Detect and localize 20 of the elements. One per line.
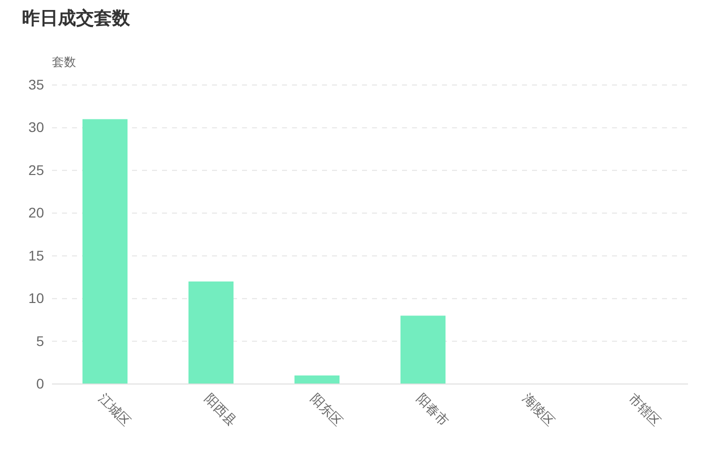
y-tick-label: 35 (28, 76, 44, 92)
y-tick-label: 5 (36, 332, 44, 349)
bar (188, 281, 234, 384)
y-tick-label: 10 (28, 290, 44, 306)
y-tick-label: 15 (28, 247, 44, 264)
x-tick-label: 阳西县 (202, 390, 240, 429)
y-tick-label: 25 (28, 162, 44, 178)
x-tick-label: 江城区 (96, 390, 134, 429)
y-tick-label: 20 (28, 204, 44, 221)
x-tick-label: 阳东区 (308, 390, 346, 429)
x-tick-label: 海陵区 (520, 390, 558, 429)
y-axis-title: 套数 (52, 55, 76, 69)
y-tick-label: 30 (28, 119, 44, 136)
bar (400, 316, 446, 384)
x-tick-label: 市辖区 (626, 390, 664, 429)
chart-title: 昨日成交套数 (22, 8, 131, 29)
y-tick-label: 0 (36, 375, 44, 392)
x-tick-label: 阳春市 (414, 390, 452, 429)
bar (82, 119, 128, 384)
bar (294, 375, 340, 384)
